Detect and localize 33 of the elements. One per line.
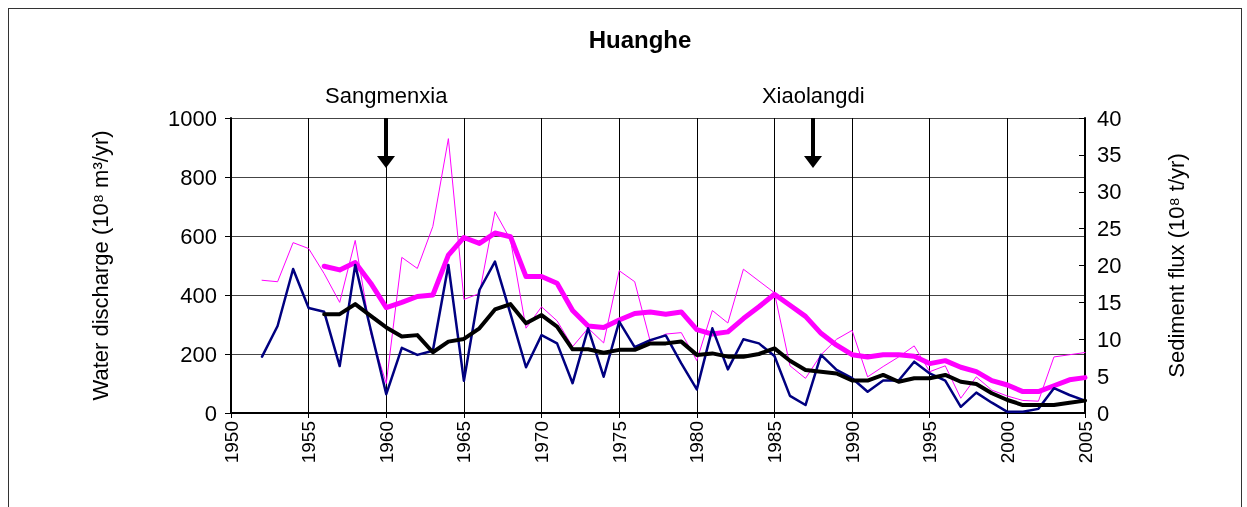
x-tick-label: 1980 bbox=[686, 421, 708, 464]
y2-tick-label: 5 bbox=[1097, 363, 1110, 389]
y2-tick-label: 10 bbox=[1097, 326, 1122, 352]
text: Xiaolangdi bbox=[761, 83, 865, 109]
y2-tick-label: 35 bbox=[1097, 142, 1122, 168]
y2-tick-label: 20 bbox=[1097, 253, 1122, 278]
y-axis-title: Water discharge (10⁸ m³/yr) bbox=[87, 130, 113, 401]
x-tick-label: 1955 bbox=[298, 421, 320, 464]
x-tick-label: 1985 bbox=[763, 421, 785, 464]
y-tick-label: 1000 bbox=[168, 105, 217, 131]
y2-tick-label: 40 bbox=[1097, 105, 1122, 131]
y2-tick-label: 0 bbox=[1097, 400, 1110, 426]
y-tick-label: 800 bbox=[180, 164, 217, 190]
y-tick-label: 0 bbox=[204, 400, 217, 426]
x-tick-label: 1975 bbox=[608, 421, 630, 464]
y-tick-label: 200 bbox=[180, 341, 217, 367]
x-tick-label: 1995 bbox=[919, 421, 941, 464]
text: Sangmenxia bbox=[325, 83, 448, 109]
x-tick-label: 1950 bbox=[220, 421, 242, 464]
chart-title: Huanghe bbox=[588, 25, 692, 53]
y2-tick-label: 30 bbox=[1097, 179, 1122, 205]
x-tick-label: 1970 bbox=[531, 421, 553, 464]
x-tick-label: 1990 bbox=[841, 421, 863, 464]
y2-axis-title: Sediment flux (10⁸ t/yr) bbox=[1163, 153, 1189, 378]
line-series bbox=[261, 138, 1086, 402]
x-tick-label: 1965 bbox=[453, 421, 475, 464]
x-tick-label: 2005 bbox=[1074, 421, 1096, 464]
y-tick-label: 600 bbox=[180, 223, 217, 249]
y2-tick-label: 25 bbox=[1097, 216, 1122, 242]
x-tick-label: 2000 bbox=[996, 421, 1018, 464]
y-tick-label: 400 bbox=[180, 282, 217, 308]
x-tick-label: 1960 bbox=[375, 421, 397, 464]
y2-tick-label: 15 bbox=[1097, 289, 1122, 315]
